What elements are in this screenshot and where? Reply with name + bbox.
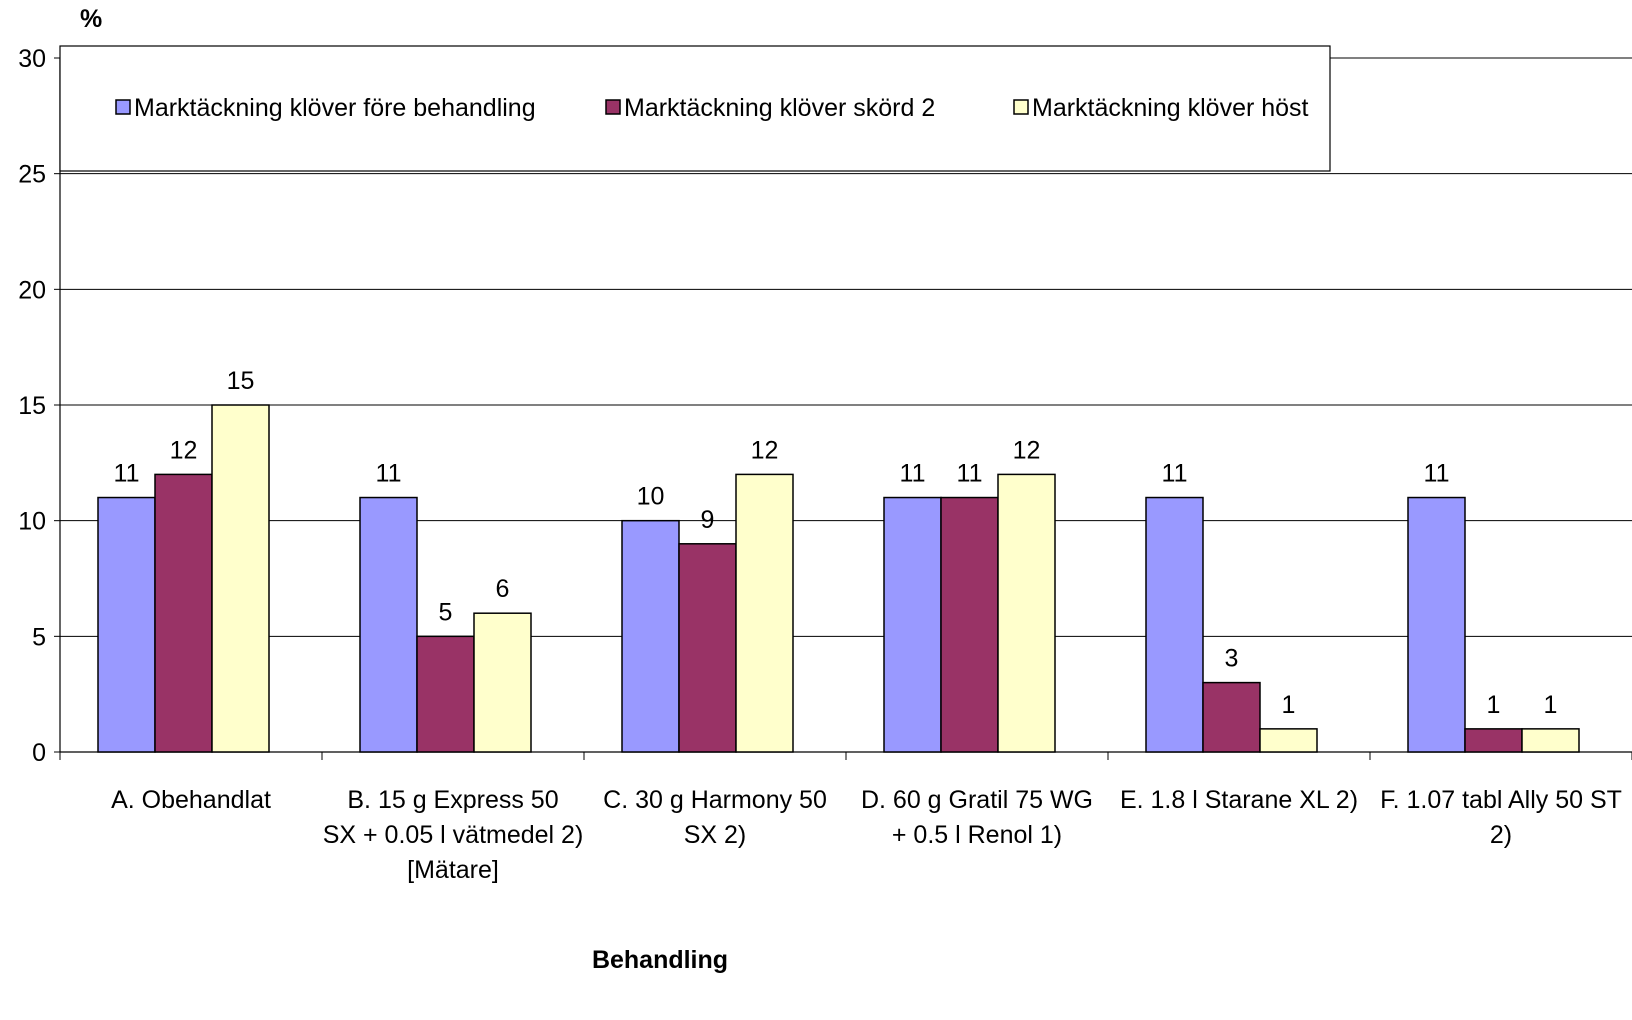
data-label: 11 <box>957 460 983 488</box>
data-label: 9 <box>701 506 715 534</box>
bar <box>1259 728 1318 753</box>
legend-label: Marktäckning klöver skörd 2 <box>624 94 935 122</box>
legend-swatch <box>605 99 621 115</box>
y-tick-label: 10 <box>18 508 46 536</box>
data-label: 11 <box>114 460 140 488</box>
data-label: 3 <box>1225 645 1239 673</box>
data-label: 11 <box>900 460 926 488</box>
x-tick-label: F. 1.07 tabl Ally 50 ST <box>1380 786 1622 814</box>
bar <box>621 519 680 753</box>
x-tick-label: SX 2) <box>684 821 747 849</box>
y-tick-label: 15 <box>18 392 46 420</box>
bar <box>473 612 532 753</box>
bar <box>1145 496 1204 753</box>
x-tick-label: D. 60 g Gratil 75 WG <box>861 786 1093 814</box>
x-tick-label: A. Obehandlat <box>111 786 271 814</box>
y-tick-label: 5 <box>32 623 46 651</box>
data-label: 11 <box>1424 460 1450 488</box>
bar <box>97 496 156 753</box>
x-tick-label: E. 1.8 l Starane XL 2) <box>1120 786 1358 814</box>
x-tick-label: [Mätare] <box>407 856 499 884</box>
legend-swatch <box>115 99 131 115</box>
data-label: 12 <box>1013 436 1041 464</box>
y-tick-label: 0 <box>32 739 46 767</box>
bar <box>416 635 475 753</box>
x-tick-label: + 0.5 l Renol 1) <box>892 821 1062 849</box>
data-label: 15 <box>227 367 255 395</box>
data-label: 11 <box>1162 460 1188 488</box>
y-tick-label: 30 <box>18 45 46 73</box>
bar <box>154 473 213 753</box>
x-tick-label: C. 30 g Harmony 50 <box>603 786 827 814</box>
bar <box>211 404 270 753</box>
data-label: 10 <box>637 483 665 511</box>
bar <box>1202 681 1261 753</box>
bar <box>1464 728 1523 753</box>
bar <box>883 496 942 753</box>
bar <box>940 496 999 753</box>
x-axis-title: Behandling <box>592 946 728 974</box>
bar <box>1407 496 1466 753</box>
data-label: 1 <box>1282 691 1296 719</box>
data-label: 11 <box>376 460 402 488</box>
bar <box>678 543 737 753</box>
data-label: 5 <box>439 598 453 626</box>
bar <box>735 473 794 753</box>
y-axis-title: % <box>80 5 102 33</box>
x-tick-label: SX + 0.05 l vätmedel 2) <box>323 821 584 849</box>
data-label: 1 <box>1487 691 1501 719</box>
data-label: 6 <box>496 575 510 603</box>
legend-label: Marktäckning klöver före behandling <box>134 94 536 122</box>
bar <box>359 496 418 753</box>
bar <box>1521 728 1580 753</box>
data-label: 1 <box>1544 691 1558 719</box>
legend-swatch <box>1013 99 1029 115</box>
data-label: 12 <box>170 436 198 464</box>
x-tick-label: 2) <box>1490 821 1512 849</box>
y-tick-label: 20 <box>18 276 46 304</box>
legend-label: Marktäckning klöver höst <box>1032 94 1309 122</box>
data-label: 12 <box>751 436 779 464</box>
x-tick-label: B. 15 g Express 50 <box>347 786 558 814</box>
y-tick-label: 25 <box>18 161 46 189</box>
bar <box>997 473 1056 753</box>
legend-box <box>59 45 1331 172</box>
